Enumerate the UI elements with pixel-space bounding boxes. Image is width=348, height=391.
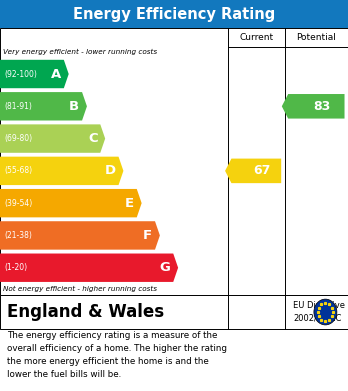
Text: C: C xyxy=(88,132,97,145)
Text: 83: 83 xyxy=(313,100,330,113)
Text: (1-20): (1-20) xyxy=(4,263,27,272)
Text: (92-100): (92-100) xyxy=(4,70,37,79)
Text: (21-38): (21-38) xyxy=(4,231,32,240)
Text: B: B xyxy=(69,100,79,113)
Text: (55-68): (55-68) xyxy=(4,166,32,176)
Text: England & Wales: England & Wales xyxy=(7,303,164,321)
Text: The energy efficiency rating is a measure of the
overall efficiency of a home. T: The energy efficiency rating is a measur… xyxy=(7,331,227,379)
Polygon shape xyxy=(0,253,178,282)
Text: Potential: Potential xyxy=(296,33,336,42)
Text: (39-54): (39-54) xyxy=(4,199,32,208)
Text: EU Directive
2002/91/EC: EU Directive 2002/91/EC xyxy=(293,301,345,323)
Text: Not energy efficient - higher running costs: Not energy efficient - higher running co… xyxy=(3,286,157,292)
Polygon shape xyxy=(282,94,345,118)
Bar xyxy=(0,28,348,295)
Polygon shape xyxy=(0,189,142,217)
Text: 67: 67 xyxy=(253,164,270,178)
Text: (81-91): (81-91) xyxy=(4,102,32,111)
Text: A: A xyxy=(51,68,61,81)
Bar xyxy=(0,295,348,329)
Text: F: F xyxy=(143,229,152,242)
Text: Current: Current xyxy=(239,33,274,42)
Polygon shape xyxy=(0,124,105,153)
Text: E: E xyxy=(125,197,134,210)
Text: (69-80): (69-80) xyxy=(4,134,32,143)
Polygon shape xyxy=(0,157,124,185)
Circle shape xyxy=(314,299,337,325)
Bar xyxy=(0,0,348,28)
Polygon shape xyxy=(0,60,69,88)
Polygon shape xyxy=(0,92,87,120)
Text: Very energy efficient - lower running costs: Very energy efficient - lower running co… xyxy=(3,49,157,56)
Polygon shape xyxy=(0,221,160,249)
Text: D: D xyxy=(105,164,116,178)
Text: Energy Efficiency Rating: Energy Efficiency Rating xyxy=(73,7,275,22)
Text: G: G xyxy=(160,261,171,274)
Polygon shape xyxy=(225,159,281,183)
